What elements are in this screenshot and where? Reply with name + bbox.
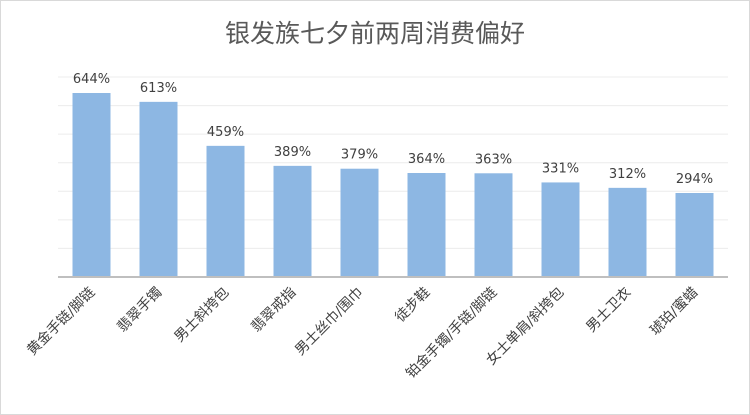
data-label: 331% — [542, 161, 579, 176]
bar — [474, 173, 513, 277]
category-label: 徒步鞋 — [392, 285, 433, 326]
category-label: 翡翠戒指 — [248, 285, 299, 336]
chart-title: 银发族七夕前两周消费偏好 — [224, 19, 525, 48]
data-label: 389% — [274, 145, 311, 160]
category-label: 男士斜挎包 — [172, 285, 233, 346]
data-label: 379% — [341, 148, 378, 163]
data-label: 294% — [676, 172, 713, 187]
bar — [675, 193, 714, 277]
data-label: 312% — [609, 167, 646, 182]
bar — [407, 173, 446, 277]
bar — [206, 145, 245, 277]
data-label: 364% — [408, 152, 445, 167]
bar — [541, 182, 580, 277]
bar — [340, 168, 379, 277]
data-label: 613% — [140, 81, 177, 96]
category-label: 翡翠手镯 — [114, 285, 165, 336]
data-label: 459% — [207, 125, 244, 140]
bar — [72, 93, 111, 277]
bar — [139, 101, 178, 277]
bar — [608, 187, 647, 277]
category-label: 黄金手链/脚链 — [24, 284, 99, 359]
category-label: 男士丝巾/围巾 — [292, 285, 366, 359]
category-label: 琥珀/蜜蜡 — [647, 285, 701, 339]
data-label: 644% — [73, 72, 110, 87]
category-label: 男士卫衣 — [583, 285, 634, 336]
bar — [273, 165, 312, 277]
data-label: 363% — [475, 152, 512, 167]
